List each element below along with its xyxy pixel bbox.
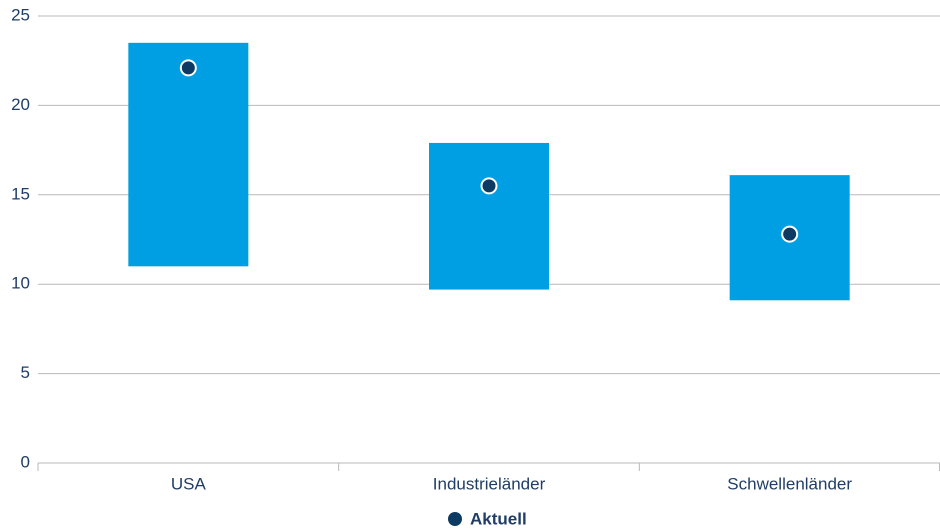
current-dot bbox=[179, 59, 197, 77]
range-bar bbox=[128, 42, 249, 267]
legend-label: Aktuell bbox=[470, 509, 527, 528]
x-tick-label: USA bbox=[171, 474, 207, 493]
y-tick-label: 5 bbox=[21, 363, 30, 382]
y-tick-label: 10 bbox=[11, 274, 30, 293]
legend-marker bbox=[448, 512, 462, 526]
x-tick-label: Industrieländer bbox=[433, 474, 546, 493]
y-tick-label: 20 bbox=[11, 95, 30, 114]
x-tick-label: Schwellenländer bbox=[727, 474, 852, 493]
range-bar bbox=[429, 142, 549, 290]
y-tick-label: 25 bbox=[11, 5, 30, 24]
y-tick-label: 15 bbox=[11, 184, 30, 203]
current-dot bbox=[480, 177, 498, 195]
current-dot bbox=[781, 225, 799, 243]
y-tick-label: 0 bbox=[21, 452, 30, 471]
